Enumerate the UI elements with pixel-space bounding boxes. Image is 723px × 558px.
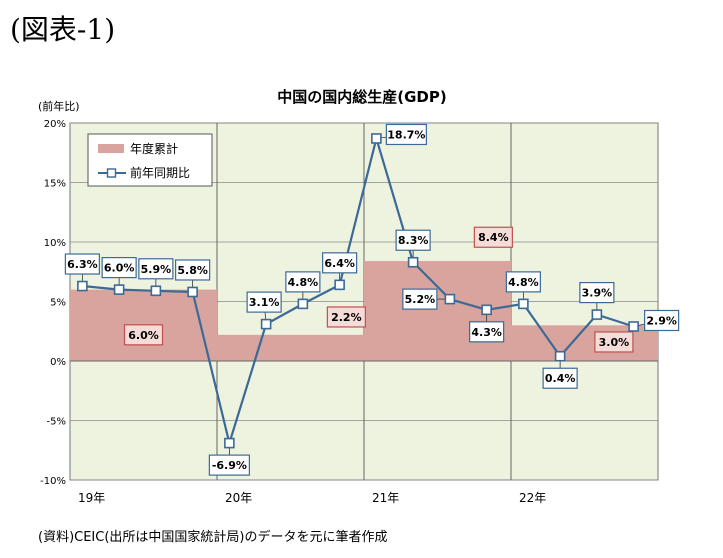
quarter-value-label: 6.0% bbox=[104, 262, 135, 275]
x-year-label: 20年 bbox=[225, 491, 252, 505]
quarter-value-label-box bbox=[542, 367, 578, 389]
y-tick-label: -5% bbox=[47, 417, 66, 428]
quarter-point bbox=[187, 286, 198, 298]
y-tick-label: 20% bbox=[44, 119, 66, 130]
quarter-value-label: 2.9% bbox=[646, 314, 677, 327]
quarter-value-label: 8.3% bbox=[398, 234, 429, 247]
annual-value-label: 8.4% bbox=[478, 231, 509, 244]
quarter-value-label-box bbox=[285, 271, 321, 293]
quarter-value-label: 18.7% bbox=[387, 128, 425, 141]
quarter-value-label: 0.4% bbox=[545, 372, 576, 385]
quarter-point bbox=[407, 256, 419, 268]
quarter-point bbox=[481, 304, 492, 316]
x-year-label: 19年 bbox=[78, 491, 105, 505]
legend-label-annual: 年度累計 bbox=[130, 141, 178, 156]
quarter-value-label-box bbox=[402, 288, 438, 310]
quarter-point bbox=[224, 437, 235, 449]
annual-value-label-box bbox=[473, 226, 513, 248]
annual-value-label-box bbox=[594, 331, 634, 353]
quarter-point bbox=[77, 280, 88, 292]
legend-swatch-annual bbox=[98, 144, 124, 153]
quarter-point bbox=[628, 321, 639, 332]
legend-label-quarterly: 前年同期比 bbox=[130, 165, 190, 180]
quarter-value-label-box bbox=[644, 309, 680, 332]
annual-value-label: 3.0% bbox=[599, 336, 630, 349]
quarter-value-label: 4.3% bbox=[471, 326, 502, 339]
quarter-value-label-box bbox=[246, 291, 282, 313]
quarter-value-label: 4.8% bbox=[508, 276, 539, 289]
chart-title: 中国の国内総生産(GDP) bbox=[277, 88, 446, 106]
y-tick-label: 5% bbox=[50, 298, 66, 309]
quarter-value-label-box bbox=[101, 257, 137, 279]
quarter-value-label: 3.9% bbox=[582, 287, 613, 300]
quarter-value-label: 6.4% bbox=[324, 257, 355, 270]
quarter-value-label-box bbox=[505, 271, 541, 293]
y-tick-label: 10% bbox=[44, 238, 66, 249]
quarterly-line bbox=[82, 134, 634, 448]
y-tick-label: 0% bbox=[50, 357, 66, 368]
quarter-point bbox=[371, 133, 382, 144]
quarter-value-label-box bbox=[469, 321, 505, 343]
source-note: (資料)CEIC(出所は中国国家統計局)のデータを元に筆者作成 bbox=[38, 530, 388, 545]
annual-value-label: 2.2% bbox=[331, 311, 362, 324]
x-year-label: 22年 bbox=[519, 491, 546, 505]
quarter-point bbox=[444, 293, 456, 305]
quarter-point bbox=[518, 298, 529, 310]
quarter-value-label: 5.9% bbox=[141, 263, 172, 276]
quarter-point bbox=[260, 318, 272, 330]
quarter-value-label: 3.1% bbox=[249, 296, 280, 309]
quarter-point bbox=[113, 284, 125, 295]
quarter-value-label: 5.2% bbox=[405, 293, 436, 306]
quarter-value-label-box bbox=[385, 123, 427, 146]
quarter-value-label-box bbox=[64, 253, 100, 275]
annual-value-label: 6.0% bbox=[128, 329, 159, 342]
quarter-value-label: 5.8% bbox=[177, 264, 208, 277]
legend-swatch-quarterly-marker bbox=[106, 168, 117, 178]
quarter-value-label: -6.9% bbox=[212, 459, 247, 472]
x-year-label: 21年 bbox=[372, 491, 399, 505]
annual-value-label-box bbox=[123, 324, 164, 346]
annual-value-label-box bbox=[326, 306, 366, 328]
annual-bar bbox=[217, 334, 364, 361]
quarter-value-label-box bbox=[322, 252, 358, 274]
y-tick-label: 15% bbox=[44, 179, 66, 190]
figure-label: (図表-1) bbox=[10, 13, 116, 46]
quarter-point bbox=[591, 309, 603, 320]
quarter-value-label-box bbox=[395, 229, 431, 251]
quarter-value-label-box bbox=[579, 281, 615, 304]
quarter-point bbox=[334, 279, 345, 291]
quarter-value-label-box bbox=[175, 259, 211, 281]
quarter-point bbox=[297, 298, 309, 310]
quarter-point bbox=[150, 285, 162, 297]
quarter-value-label-box bbox=[208, 454, 250, 476]
quarter-value-label: 4.8% bbox=[288, 276, 319, 289]
y-tick-label: -10% bbox=[40, 476, 66, 487]
quarter-point bbox=[554, 350, 566, 362]
quarter-value-label-box bbox=[138, 258, 174, 280]
y-axis-label: (前年比) bbox=[38, 99, 80, 113]
quarter-value-label: 6.3% bbox=[67, 258, 98, 271]
